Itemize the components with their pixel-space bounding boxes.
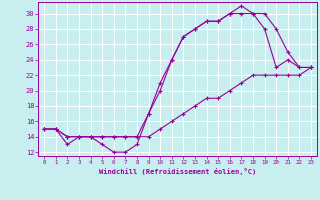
X-axis label: Windchill (Refroidissement éolien,°C): Windchill (Refroidissement éolien,°C)	[99, 168, 256, 175]
